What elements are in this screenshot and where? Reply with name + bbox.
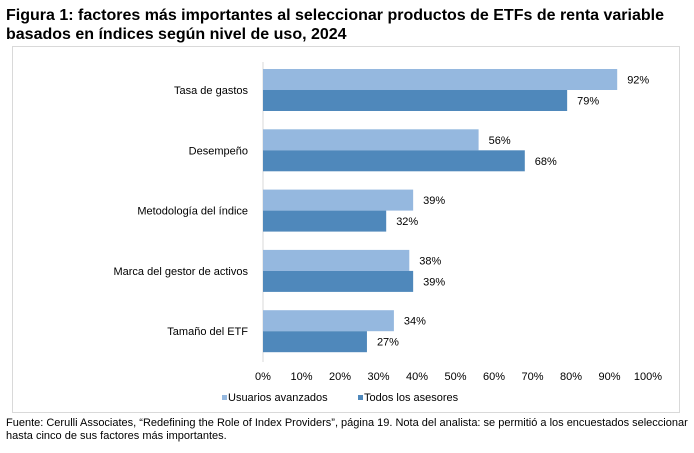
x-tick-label: 10% [290,371,312,383]
x-tick-label: 90% [598,371,620,383]
x-tick-label: 50% [444,371,466,383]
data-label: 27% [377,337,399,349]
data-label: 79% [577,96,599,108]
category-label: Desempeño [189,145,248,157]
bar-todos [263,331,367,353]
bar-avanzados [263,69,618,90]
x-tick-label: 30% [367,371,389,383]
data-label: 92% [627,75,649,87]
bar-avanzados [263,310,394,332]
x-tick-label: 20% [329,371,351,383]
x-tick-label: 70% [521,371,543,383]
source-note: Fuente: Cerulli Associates, “Redefining … [6,417,688,442]
legend-label: Usuarios avanzados [228,392,328,404]
bar-avanzados [263,189,414,211]
x-tick-label: 40% [406,371,428,383]
data-label: 68% [535,156,557,168]
data-label: 34% [404,316,426,328]
data-label: 39% [423,195,445,207]
chart-frame [12,46,680,413]
legend-swatch [358,395,363,400]
category-label: Tasa de gastos [174,85,248,97]
x-tick-label: 80% [560,371,582,383]
x-tick-label: 100% [634,371,662,383]
bar-todos [263,270,414,292]
bar-todos [263,150,525,172]
data-label: 56% [489,135,511,147]
category-label: Metodología del índice [137,206,248,218]
data-label: 32% [396,216,418,228]
category-label: Marca del gestor de activos [113,266,248,278]
legend-label: Todos los asesores [364,392,459,404]
bar-todos [263,210,387,232]
data-label: 39% [423,276,445,288]
bar-avanzados [263,129,479,151]
chart-title: Figura 1: factores más importantes al se… [6,7,664,43]
legend-swatch [222,395,227,400]
bar-avanzados [263,249,410,271]
x-tick-label: 60% [483,371,505,383]
category-label: Tamaño del ETF [167,326,248,338]
data-label: 38% [419,255,441,267]
bar-todos [263,90,568,111]
x-tick-label: 0% [255,371,271,383]
